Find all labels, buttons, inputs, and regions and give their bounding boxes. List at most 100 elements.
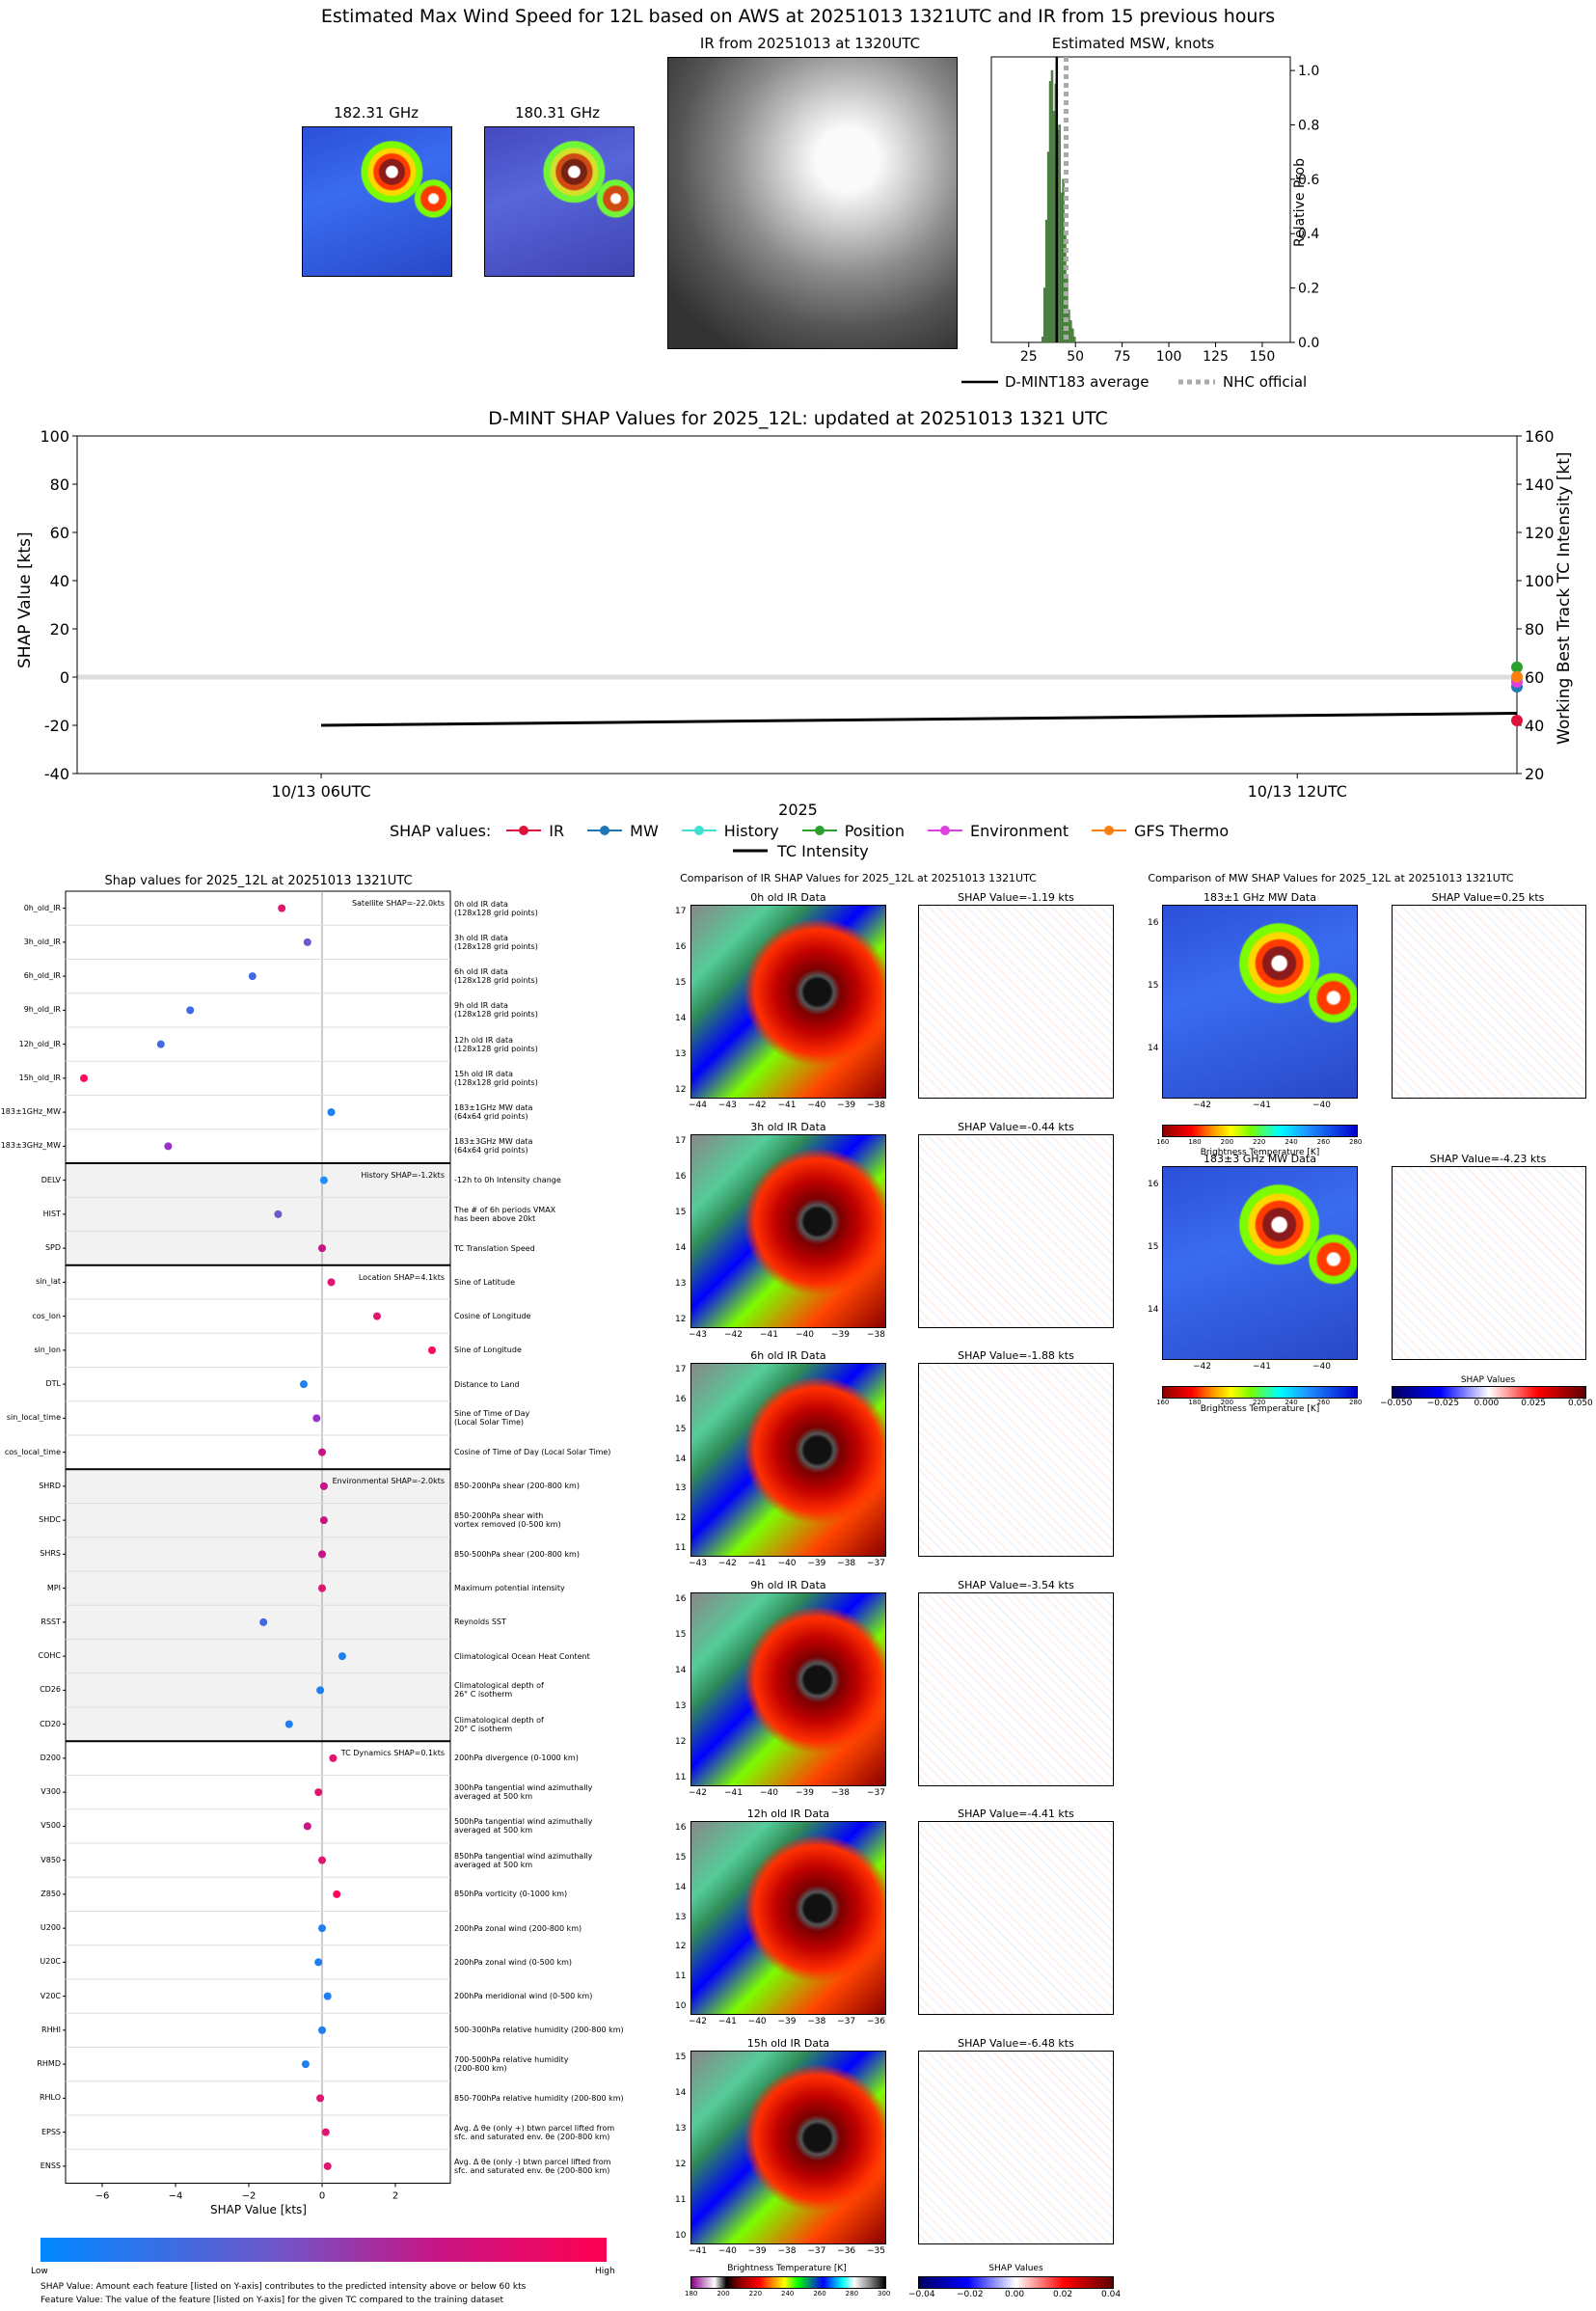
feature-label: SHRD [39, 1481, 61, 1490]
feature-label: ENSS [40, 2161, 61, 2170]
mw-data-image [1162, 905, 1358, 1099]
shap-dot-D200 [329, 1754, 338, 1762]
ir-shap-cbar-tick: −0.02 [957, 2290, 984, 2299]
hist-bar [1058, 124, 1061, 343]
ir-xtick: −40 [777, 1559, 797, 1568]
shap-dot-cos_lon [373, 1312, 381, 1320]
feature-desc: 850-700hPa relative humidity (200-800 km… [454, 2093, 624, 2103]
ir-xtick: −38 [867, 1329, 885, 1340]
ir-xtick: −38 [777, 2245, 797, 2256]
feature-desc: 183±1GHz MW data (64x64 grid points) [454, 1103, 533, 1122]
legend-avg-swatch [961, 380, 998, 384]
legend-item-mw: MW [585, 822, 659, 840]
timeline-y2tick-label: 40 [1525, 717, 1544, 735]
ir-xtick: −40 [717, 2245, 737, 2256]
ir-shap-cbar-tick: 0.00 [1005, 2290, 1025, 2299]
feature-desc: 700-500hPa relative humidity (200-800 km… [454, 2055, 569, 2074]
feature-label: V300 [41, 1787, 61, 1797]
ir-ytick: 13 [675, 1700, 687, 1711]
legend-item-history: History [680, 822, 779, 840]
shap-feature-panel: −6 −4 −2 0 2 0h_old_IR 0h old IR data (128x128… [0, 887, 665, 2238]
cbar-high: High [595, 2267, 615, 2276]
legend-swatch-dot [939, 826, 950, 835]
mw-cbar-tick: 180 [1188, 1399, 1202, 1406]
ir-row-label: 9h old IR Data [750, 1578, 826, 1591]
ir-ytick: 13 [675, 1483, 687, 1494]
hist-xtick-label: 75 [1114, 349, 1131, 365]
mw-ytick: 15 [1148, 1242, 1159, 1252]
timeline-ytick-label: 60 [50, 524, 69, 542]
shap-dot-3h_old_IR [303, 938, 311, 946]
hist-xtick-label: 150 [1250, 349, 1276, 365]
shap-dot-12h_old_IR [156, 1040, 165, 1048]
legend-tc: TC Intensity [733, 841, 869, 860]
ir-xtick: −42 [747, 1101, 767, 1110]
feature-value-colorbar [41, 2238, 607, 2262]
ir-shap-image [918, 1821, 1114, 2015]
feature-desc: 200hPa divergence (0-1000 km) [454, 1754, 579, 1763]
ir-xtick: −40 [796, 1329, 814, 1340]
feature-desc: 12h old IR data (128x128 grid points) [454, 1035, 538, 1053]
shap-dot-DTL [300, 1380, 308, 1389]
ir-xtick: −37 [837, 2017, 856, 2026]
group-band [66, 1163, 450, 1265]
feature-desc: 850-200hPa shear with vortex removed (0-… [454, 1511, 561, 1530]
feature-label: DELV [41, 1175, 61, 1184]
timeline-chart: -40 -20 0 20 40 60 80 100 20 40 60 80 100 120 140 160 10… [40, 427, 1554, 801]
shap-dot-sin_local_time [312, 1414, 321, 1423]
ir-ytick: 12 [675, 1085, 687, 1095]
mw-ytick: 16 [1148, 918, 1159, 928]
feature-label: sin_lon [34, 1345, 61, 1354]
ir-data-image [690, 1363, 886, 1557]
footnote-1: SHAP Value: Amount each feature [listed … [41, 2282, 527, 2292]
ir-xtick: −39 [796, 1787, 814, 1798]
shap-point-gfs-thermo [1511, 670, 1523, 683]
ir-shap-label: SHAP Value=-1.19 kts [958, 891, 1074, 904]
shap-dot-SHRS [318, 1550, 326, 1559]
ir-ytick: 16 [675, 1394, 687, 1404]
timeline-ytick-label: 100 [40, 427, 69, 446]
legend-avg-label: D-MINT183 average [1005, 373, 1150, 391]
mw-shap-label: SHAP Value=-4.23 kts [1429, 1153, 1547, 1165]
timeline-ylabel-right: Working Best Track TC Intensity [kt] [1555, 451, 1574, 745]
feature-desc: 200hPa meridional wind (0-500 km) [454, 1992, 593, 2001]
ir-cbar-tick: 280 [845, 2290, 859, 2297]
feature-desc: 500hPa tangential wind azimuthally avera… [454, 1817, 593, 1835]
legend-label: IR [549, 821, 565, 840]
feature-desc: 200hPa zonal wind (200-800 km) [454, 1923, 582, 1933]
feature-desc: 300hPa tangential wind azimuthally avera… [454, 1783, 593, 1802]
hist-xtick-label: 25 [1020, 349, 1038, 365]
shap-dot-COHC [338, 1652, 346, 1661]
timeline-y2tick-label: 80 [1525, 620, 1544, 639]
shap-xtick-label: 0 [319, 2191, 325, 2202]
legend-swatch-dot [519, 826, 529, 835]
ir-data-image [690, 1591, 886, 1786]
mw-cbar-tick: 280 [1349, 1138, 1363, 1146]
ir-cbar-tick: 260 [813, 2290, 826, 2297]
timeline-xtick-label: 10/13 12UTC [1248, 782, 1347, 801]
hist-xtick-label: 100 [1156, 349, 1182, 365]
shap-scatter: −6 −4 −2 0 2 [63, 890, 451, 2202]
shap-dot-U20C [314, 1958, 323, 1967]
hist-xtick-label: 50 [1067, 349, 1084, 365]
legend-tc-label: TC Intensity [777, 841, 869, 860]
ir-data-image [690, 1821, 886, 2015]
feature-desc: -12h to 0h Intensity change [454, 1176, 561, 1185]
timeline-ytick-label: -20 [44, 717, 69, 735]
feature-label: 183±3GHz_MW [0, 1141, 61, 1151]
ir-xtick: −36 [837, 2245, 856, 2256]
legend-swatch-dot [600, 826, 610, 835]
timeline-title: D-MINT SHAP Values for 2025_12L: updated… [488, 408, 1108, 429]
feature-label: RHLO [39, 2093, 61, 2103]
mw-row-label: 183±3 GHz MW Data [1204, 1153, 1316, 1165]
mw-xtick: −42 [1193, 1101, 1211, 1110]
mw-shap-cbar-tick: −0.050 [1380, 1399, 1413, 1408]
ir-ytick: 14 [675, 2087, 687, 2098]
ir-xtick: −41 [717, 2017, 737, 2026]
feature-label: CD26 [40, 1685, 61, 1695]
ir-xtick: −41 [724, 1787, 743, 1798]
ir-row-label: 3h old IR Data [750, 1120, 826, 1133]
ir-ytick: 15 [675, 1207, 687, 1217]
hist-ytick-label: 0.6 [1298, 173, 1319, 188]
shap-dot-V20C [323, 1992, 332, 2000]
